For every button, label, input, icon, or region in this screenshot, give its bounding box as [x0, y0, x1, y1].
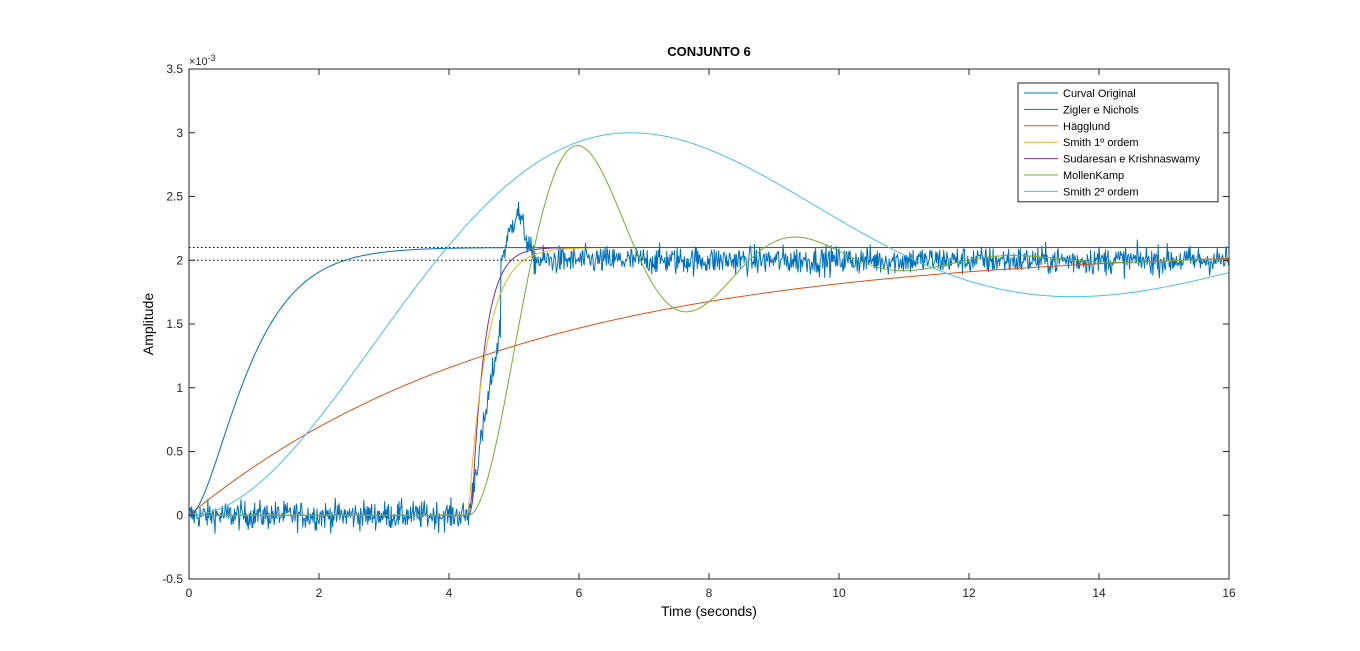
legend-entry: Sudaresan e Krishnaswamy — [1063, 154, 1200, 166]
y-tick-label: 2 — [176, 253, 183, 267]
legend-entry: Zigler e Nichols — [1063, 104, 1139, 116]
series-layer — [188, 132, 1230, 534]
series-line-6 — [188, 132, 1230, 516]
y-tick-label: 2.5 — [166, 190, 183, 204]
x-tick-label: 4 — [446, 586, 453, 600]
legend-entry: Smith 1º ordem — [1063, 137, 1139, 149]
legend-entry: Hägglund — [1063, 121, 1110, 133]
x-tick-label: 0 — [186, 586, 193, 600]
y-tick-label: 1 — [176, 381, 183, 395]
x-tick-label: 10 — [832, 586, 846, 600]
chart-title: CONJUNTO 6 — [667, 44, 751, 59]
y-tick-label: 1.5 — [166, 317, 183, 331]
legend-entry: Smith 2º ordem — [1063, 186, 1139, 198]
x-tick-label: 14 — [1092, 586, 1106, 600]
y-tick-label: 3 — [176, 126, 183, 140]
x-axis: 0 2 4 6 8 10 12 14 16 — [186, 69, 1236, 600]
y-exponent-label: ×10-3 — [189, 53, 216, 68]
y-tick-label: 3.5 — [166, 62, 183, 76]
x-tick-label: 12 — [962, 586, 976, 600]
reference-lines — [189, 247, 534, 261]
x-axis-label: Time (seconds) — [661, 603, 757, 619]
series-line-0 — [188, 201, 1230, 534]
y-tick-label: 0 — [176, 508, 183, 522]
x-tick-label: 16 — [1222, 586, 1236, 600]
legend[interactable]: Curval Original Zigler e Nichols Hägglund S… — [1017, 82, 1219, 203]
y-exponent-base: ×10 — [189, 56, 208, 68]
x-tick-label: 8 — [706, 586, 713, 600]
x-tick-label: 2 — [316, 586, 323, 600]
y-axis: -0.5 0 0.5 1 1.5 2 2.5 3 3.5 — [162, 62, 1229, 586]
series-line-1 — [188, 247, 1229, 516]
y-exponent-power: -3 — [208, 53, 216, 63]
x-tick-label: 6 — [576, 586, 583, 600]
y-tick-label: 0.5 — [166, 445, 183, 459]
y-tick-label: -0.5 — [162, 572, 183, 586]
legend-entry: Curval Original — [1063, 88, 1136, 100]
y-axis-label: Amplitude — [140, 293, 156, 355]
series-line-5 — [189, 145, 1229, 516]
legend-entry: MollenKamp — [1063, 170, 1124, 182]
